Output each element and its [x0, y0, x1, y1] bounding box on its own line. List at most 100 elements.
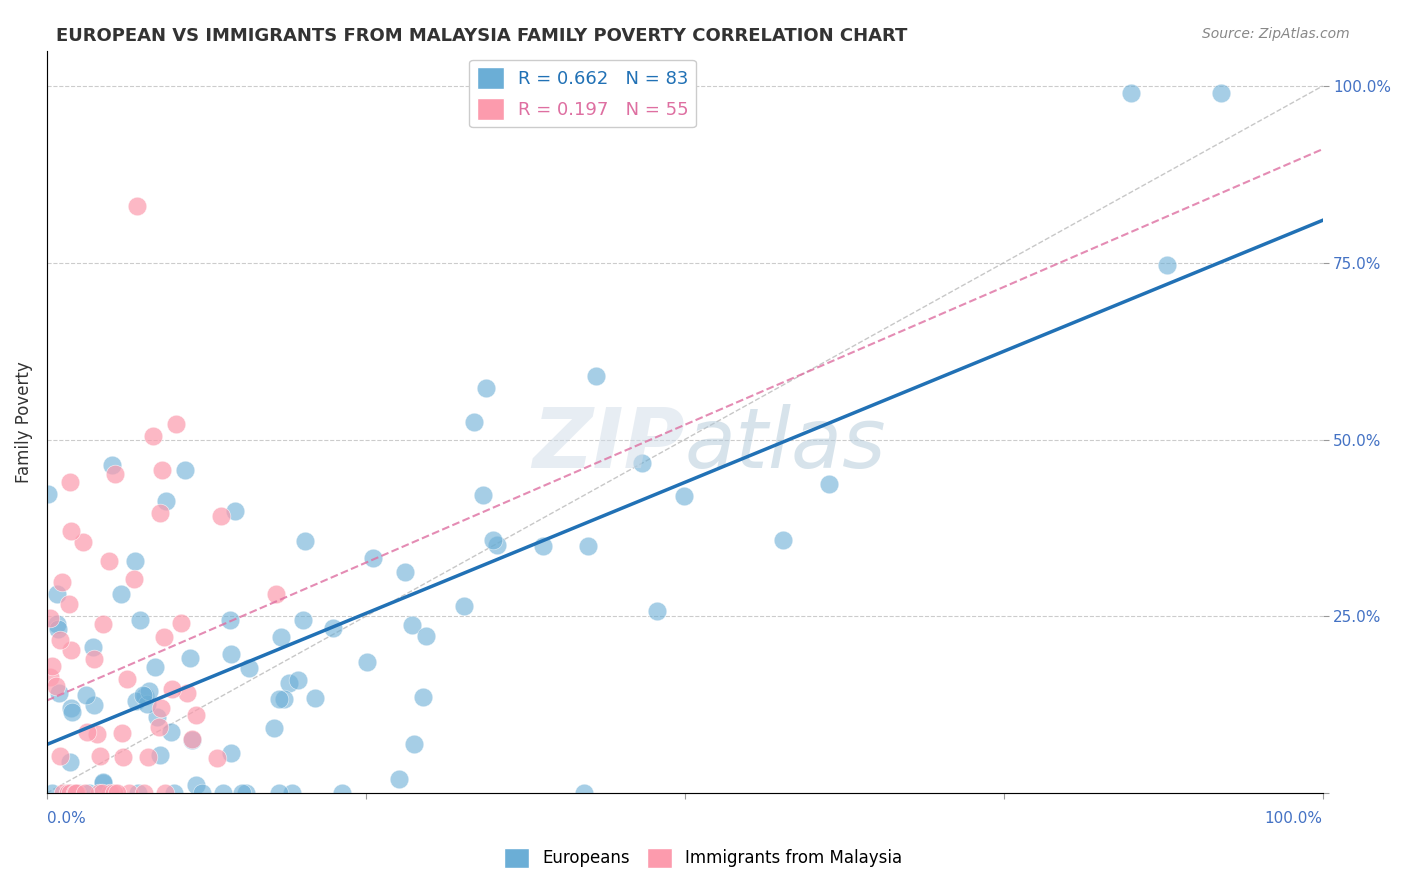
- Y-axis label: Family Poverty: Family Poverty: [15, 361, 32, 483]
- Point: [56, 786, 79, 800]
- Point: [122, 572, 145, 586]
- Point: [322, 621, 344, 635]
- Point: [388, 772, 411, 786]
- Point: [66, 786, 89, 800]
- Point: [160, 681, 183, 696]
- Point: [576, 539, 599, 553]
- Point: [86, 727, 108, 741]
- Point: [104, 467, 127, 481]
- Point: [132, 688, 155, 702]
- Point: [463, 415, 485, 429]
- Point: [209, 508, 232, 523]
- Point: [150, 701, 173, 715]
- Point: [46, 617, 69, 632]
- Point: [219, 746, 242, 760]
- Point: [630, 457, 652, 471]
- Point: [66, 786, 89, 800]
- Point: [238, 661, 260, 675]
- Point: [118, 786, 141, 800]
- Point: [41, 659, 63, 673]
- Point: [38, 670, 60, 684]
- Point: [415, 629, 437, 643]
- Point: [235, 786, 257, 800]
- Point: [125, 199, 148, 213]
- Point: [51, 575, 73, 590]
- Point: [82, 640, 104, 654]
- Point: [267, 786, 290, 800]
- Point: [142, 429, 165, 443]
- Point: [155, 494, 177, 508]
- Point: [138, 749, 160, 764]
- Point: [105, 786, 128, 800]
- Point: [1121, 86, 1143, 100]
- Point: [287, 673, 309, 687]
- Point: [41, 786, 63, 800]
- Point: [572, 786, 595, 800]
- Point: [263, 721, 285, 735]
- Point: [59, 755, 82, 769]
- Point: [60, 642, 83, 657]
- Point: [48, 686, 70, 700]
- Point: [482, 533, 505, 547]
- Point: [169, 615, 191, 630]
- Point: [46, 622, 69, 636]
- Point: [52, 786, 75, 800]
- Point: [179, 650, 201, 665]
- Point: [58, 597, 80, 611]
- Point: [159, 724, 181, 739]
- Point: [72, 535, 94, 549]
- Point: [647, 604, 669, 618]
- Point: [264, 587, 287, 601]
- Point: [77, 786, 100, 800]
- Point: [136, 697, 159, 711]
- Point: [304, 690, 326, 705]
- Point: [59, 524, 82, 539]
- Point: [1209, 86, 1232, 100]
- Point: [124, 554, 146, 568]
- Point: [87, 786, 110, 800]
- Point: [65, 786, 87, 800]
- Point: [404, 737, 426, 751]
- Point: [219, 613, 242, 627]
- Point: [153, 786, 176, 800]
- Point: [101, 458, 124, 473]
- Point: [212, 786, 235, 800]
- Point: [76, 725, 98, 739]
- Point: [91, 617, 114, 632]
- Point: [184, 707, 207, 722]
- Point: [485, 537, 508, 551]
- Point: [56, 786, 79, 800]
- Point: [356, 655, 378, 669]
- Point: [277, 676, 299, 690]
- Point: [83, 698, 105, 713]
- Point: [150, 463, 173, 477]
- Point: [818, 477, 841, 491]
- Point: [45, 679, 67, 693]
- Point: [224, 503, 246, 517]
- Point: [281, 786, 304, 800]
- Point: [117, 672, 139, 686]
- Text: EUROPEAN VS IMMIGRANTS FROM MALAYSIA FAMILY POVERTY CORRELATION CHART: EUROPEAN VS IMMIGRANTS FROM MALAYSIA FAM…: [56, 27, 908, 45]
- Point: [65, 786, 87, 800]
- Point: [46, 587, 69, 601]
- Point: [112, 750, 135, 764]
- Point: [138, 684, 160, 698]
- Point: [394, 566, 416, 580]
- Point: [176, 686, 198, 700]
- Point: [153, 630, 176, 644]
- Point: [472, 488, 495, 502]
- Point: [98, 554, 121, 568]
- Point: [270, 630, 292, 644]
- Point: [60, 701, 83, 715]
- Point: [93, 775, 115, 789]
- Point: [191, 786, 214, 800]
- Point: [83, 652, 105, 666]
- Point: [475, 381, 498, 395]
- Text: 0.0%: 0.0%: [46, 811, 86, 826]
- Point: [219, 647, 242, 661]
- Point: [401, 618, 423, 632]
- Point: [205, 750, 228, 764]
- Point: [132, 786, 155, 800]
- Text: atlas: atlas: [685, 403, 886, 484]
- Point: [38, 610, 60, 624]
